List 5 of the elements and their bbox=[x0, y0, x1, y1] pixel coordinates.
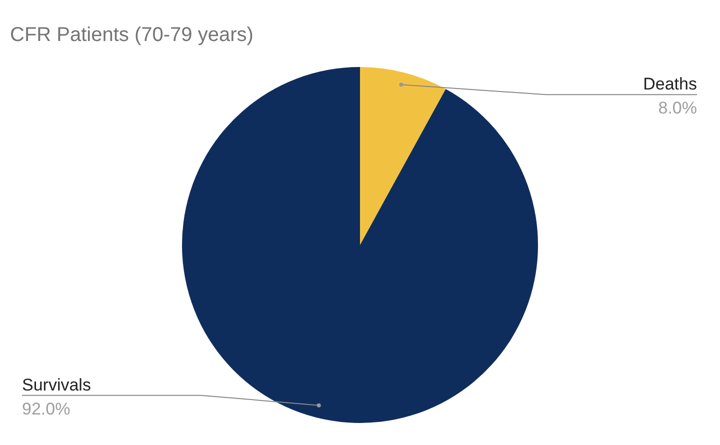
slice-label: Deaths bbox=[643, 74, 697, 94]
slice-label: Survivals bbox=[22, 375, 91, 394]
chart-title: CFR Patients (70-79 years) bbox=[10, 24, 254, 47]
data-label: 92.0% bbox=[22, 399, 70, 418]
data-label: 8.0% bbox=[658, 98, 697, 118]
